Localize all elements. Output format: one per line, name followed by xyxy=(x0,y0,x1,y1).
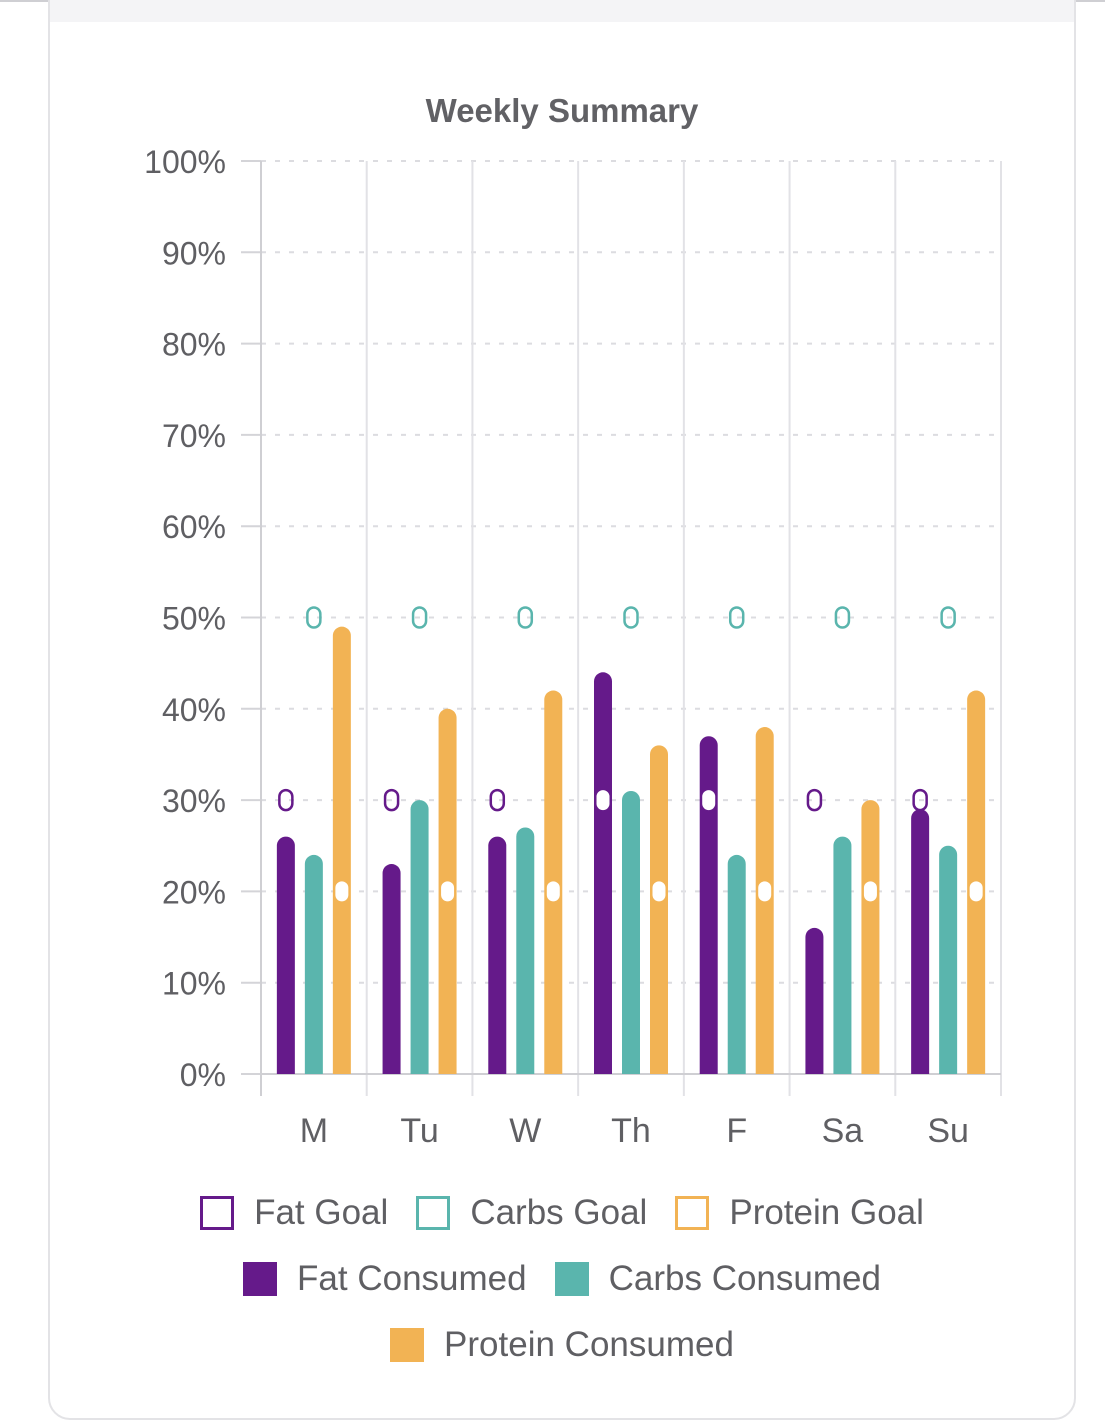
x-tick-label: W xyxy=(509,1112,541,1150)
protein-goal-marker xyxy=(335,881,349,902)
fat-consumed-bar xyxy=(911,809,930,1074)
legend-item-carbs-consumed[interactable]: Carbs Consumed xyxy=(554,1259,881,1299)
legend-row: Fat Consumed Carbs Consumed xyxy=(229,1246,895,1312)
carbs-consumed-bar xyxy=(833,836,852,1074)
y-tick-label: 90% xyxy=(162,235,226,271)
x-tick-label: Th xyxy=(611,1112,651,1150)
card-header-strip xyxy=(50,0,1074,22)
fat-consumed-bar xyxy=(382,864,401,1074)
chart-legend: Fat Goal Carbs Goal Protein Goal Fat Consum… xyxy=(50,1180,1074,1378)
fat-goal-marker xyxy=(912,788,928,812)
y-tick-label: 20% xyxy=(162,874,226,910)
y-tick-label: 40% xyxy=(162,692,226,728)
weekly-summary-chart: Weekly Summary 0% 10% 20% 30% 40% 50% 60% 70% 80… xyxy=(144,92,1002,1150)
protein-goal-marker xyxy=(863,881,877,902)
legend-label: Protein Goal xyxy=(729,1193,924,1232)
carbs-goal-marker xyxy=(517,606,534,629)
legend-item-fat-consumed[interactable]: Fat Consumed xyxy=(243,1259,527,1299)
protein-consumed-bar xyxy=(861,800,880,1074)
y-tick-label: 60% xyxy=(162,509,226,545)
carbs-goal-marker xyxy=(306,606,322,629)
legend-row: Fat Goal Carbs Goal Protein Goal xyxy=(186,1180,938,1246)
fat-consumed-bar xyxy=(699,736,718,1074)
legend-swatch xyxy=(243,1262,278,1296)
legend-swatch xyxy=(390,1328,425,1362)
fat-consumed-bar xyxy=(805,927,824,1074)
legend-label: Fat Consumed xyxy=(297,1259,527,1298)
carbs-consumed-bar xyxy=(939,845,958,1074)
legend-item-protein-goal[interactable]: Protein Goal xyxy=(675,1193,924,1233)
y-tick-label: 10% xyxy=(162,966,226,1002)
carbs-consumed-bar xyxy=(410,800,429,1074)
fat-consumed-bar xyxy=(594,672,612,1074)
x-tick-label: Su xyxy=(927,1112,969,1150)
legend-label: Carbs Goal xyxy=(470,1193,648,1232)
carbs-goal-marker xyxy=(411,606,428,629)
legend-swatch xyxy=(200,1196,235,1230)
y-tick-label: 100% xyxy=(144,144,226,180)
y-tick-label: 50% xyxy=(162,601,226,637)
fat-goal-marker xyxy=(489,788,506,812)
carbs-goal-marker xyxy=(834,606,851,629)
protein-goal-marker xyxy=(546,881,560,902)
goal-markers xyxy=(278,606,983,902)
fat-goal-marker xyxy=(702,790,716,811)
legend-swatch xyxy=(416,1196,451,1230)
legend-label: Fat Goal xyxy=(254,1193,389,1232)
fat-goal-marker xyxy=(596,790,610,811)
legend-swatch xyxy=(554,1262,589,1296)
x-tick-label: Tu xyxy=(400,1112,438,1150)
carbs-consumed-bar xyxy=(622,790,640,1074)
fat-consumed-bar xyxy=(488,836,507,1074)
carbs-consumed-bar xyxy=(516,827,535,1074)
grid xyxy=(241,160,1002,1096)
legend-label: Carbs Consumed xyxy=(608,1259,881,1298)
y-tick-label: 0% xyxy=(180,1057,226,1093)
carbs-consumed-bar xyxy=(304,854,323,1074)
protein-goal-marker xyxy=(758,881,772,902)
protein-goal-marker xyxy=(652,881,666,902)
y-tick-label: 30% xyxy=(162,783,226,819)
chart-title: Weekly Summary xyxy=(426,92,699,129)
legend-label: Protein Consumed xyxy=(444,1325,734,1364)
carbs-consumed-bar xyxy=(727,854,746,1074)
x-tick-label: M xyxy=(300,1112,328,1150)
legend-swatch xyxy=(675,1196,710,1230)
protein-consumed-bar xyxy=(650,745,668,1074)
carbs-goal-marker xyxy=(623,606,639,629)
protein-goal-marker xyxy=(969,881,983,902)
legend-item-carbs-goal[interactable]: Carbs Goal xyxy=(416,1193,647,1233)
fat-goal-marker xyxy=(278,788,294,812)
axes: 0% 10% 20% 30% 40% 50% 60% 70% 80% 90% 100% M Tu W Th F… xyxy=(144,144,1001,1150)
y-tick-label: 70% xyxy=(162,418,226,454)
carbs-goal-marker xyxy=(728,606,745,629)
legend-item-fat-goal[interactable]: Fat Goal xyxy=(200,1193,388,1233)
carbs-goal-marker xyxy=(940,606,956,629)
legend-item-protein-consumed[interactable]: Protein Consumed xyxy=(390,1325,734,1365)
fat-goal-marker xyxy=(383,788,400,812)
y-tick-label: 80% xyxy=(162,327,226,363)
protein-consumed-bar xyxy=(332,626,351,1074)
fat-consumed-bar xyxy=(276,836,295,1074)
bars xyxy=(276,626,986,1074)
legend-row: Protein Consumed xyxy=(376,1312,748,1378)
fat-goal-marker xyxy=(806,788,823,812)
protein-goal-marker xyxy=(441,881,455,902)
x-tick-label: F xyxy=(726,1112,747,1150)
x-tick-label: Sa xyxy=(822,1112,864,1150)
